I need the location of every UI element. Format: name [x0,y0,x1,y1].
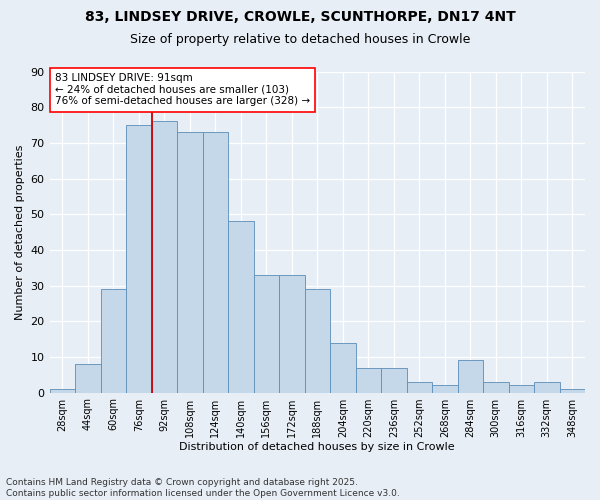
Text: Contains HM Land Registry data © Crown copyright and database right 2025.
Contai: Contains HM Land Registry data © Crown c… [6,478,400,498]
Bar [254,275,279,392]
Bar [381,368,407,392]
Bar [101,289,126,393]
Bar [458,360,483,392]
Bar [407,382,432,392]
Bar [177,132,203,392]
Bar [203,132,228,392]
Bar [330,342,356,392]
Bar [152,122,177,392]
Bar [126,125,152,392]
Y-axis label: Number of detached properties: Number of detached properties [15,144,25,320]
Bar [534,382,560,392]
Bar [356,368,381,392]
Bar [305,289,330,393]
Bar [483,382,509,392]
Text: 83, LINDSEY DRIVE, CROWLE, SCUNTHORPE, DN17 4NT: 83, LINDSEY DRIVE, CROWLE, SCUNTHORPE, D… [85,10,515,24]
Bar [509,386,534,392]
X-axis label: Distribution of detached houses by size in Crowle: Distribution of detached houses by size … [179,442,455,452]
Text: Size of property relative to detached houses in Crowle: Size of property relative to detached ho… [130,32,470,46]
Bar [432,386,458,392]
Bar [560,389,585,392]
Bar [228,222,254,392]
Bar [75,364,101,392]
Bar [50,389,75,392]
Text: 83 LINDSEY DRIVE: 91sqm
← 24% of detached houses are smaller (103)
76% of semi-d: 83 LINDSEY DRIVE: 91sqm ← 24% of detache… [55,73,310,106]
Bar [279,275,305,392]
